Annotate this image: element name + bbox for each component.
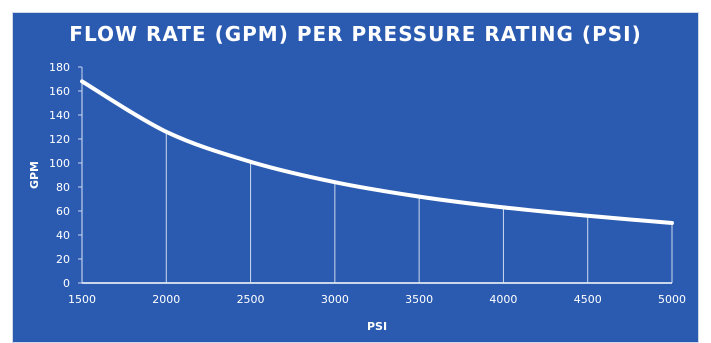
plot-area: 0 20 40 60 80 100 120 140 160 180 1500 2000 2500 3000…	[49, 61, 686, 306]
y-tick-label: 160	[49, 85, 70, 98]
y-tick-label: 40	[56, 229, 70, 242]
y-tick-label: 60	[56, 205, 70, 218]
x-tick-label: 1500	[68, 293, 96, 306]
chart-title: FLOW RATE (GPM) PER PRESSURE RATING (PSI…	[69, 22, 642, 46]
x-tick-label: 5000	[658, 293, 686, 306]
y-tick-label: 0	[63, 277, 70, 290]
y-tick-label: 20	[56, 253, 70, 266]
x-tick-label: 4500	[574, 293, 602, 306]
x-axis-label: PSI	[367, 320, 387, 333]
x-tick-label: 2500	[237, 293, 265, 306]
series-line	[80, 79, 674, 225]
x-tick-label: 3000	[321, 293, 349, 306]
y-tick-label: 180	[49, 61, 70, 74]
x-tick-label: 4000	[489, 293, 517, 306]
x-tick-label: 2000	[152, 293, 180, 306]
y-tick-label: 80	[56, 181, 70, 194]
chart-frame	[12, 12, 699, 343]
x-tick-label: 3500	[405, 293, 433, 306]
y-axis-label: GPM	[28, 161, 41, 189]
y-tick-label: 100	[49, 157, 70, 170]
y-tick-label: 120	[49, 133, 70, 146]
y-tick-label: 140	[49, 109, 70, 122]
